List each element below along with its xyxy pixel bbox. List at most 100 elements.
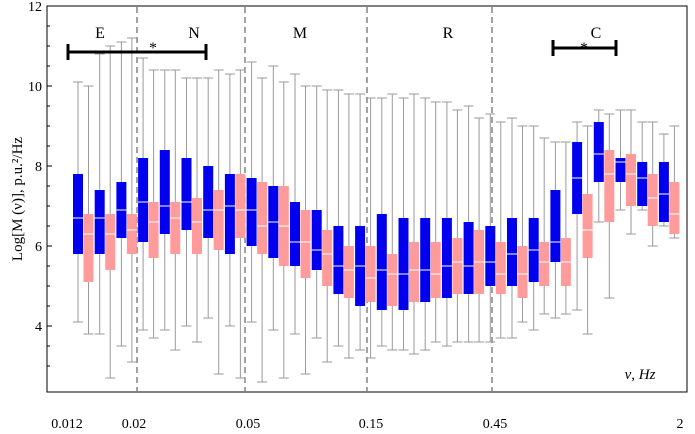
box-body bbox=[83, 214, 94, 282]
box-body bbox=[539, 242, 550, 286]
box-body bbox=[582, 194, 593, 258]
box-pink-15 bbox=[409, 93, 419, 355]
x-tick-label-015: 0.15 bbox=[359, 417, 384, 432]
box-pink-1 bbox=[105, 45, 116, 379]
box-pink-14 bbox=[387, 93, 398, 351]
box-pink-10 bbox=[300, 85, 311, 375]
box-pink-0 bbox=[83, 85, 94, 335]
box-body bbox=[452, 238, 463, 294]
box-blue-1 bbox=[94, 53, 105, 335]
box-body bbox=[257, 182, 268, 254]
box-blue-26 bbox=[637, 121, 648, 211]
box-body bbox=[495, 242, 506, 294]
box-pink-24 bbox=[604, 113, 615, 299]
box-body bbox=[138, 158, 149, 242]
box-body bbox=[192, 198, 202, 254]
box-body bbox=[126, 214, 137, 254]
box-body bbox=[507, 218, 517, 286]
box-pink-4 bbox=[170, 69, 181, 351]
x-tick-label-005: 0.05 bbox=[236, 417, 261, 432]
box-pink-16 bbox=[430, 101, 441, 343]
box-pink-20 bbox=[517, 125, 528, 323]
box-blue-0 bbox=[73, 81, 83, 323]
box-pink-25 bbox=[626, 109, 636, 235]
y-axis-ticks: 4 6 8 10 12 bbox=[28, 0, 52, 367]
box-blue-4 bbox=[159, 69, 170, 331]
box-body bbox=[300, 210, 311, 278]
y-tick-label: 6 bbox=[35, 240, 42, 255]
band-label-n: N bbox=[188, 25, 200, 42]
box-body bbox=[669, 182, 680, 234]
box-series bbox=[73, 37, 680, 383]
box-body bbox=[213, 190, 224, 250]
box-blue-27 bbox=[658, 133, 669, 227]
box-body bbox=[604, 150, 615, 222]
box-body bbox=[626, 154, 636, 206]
box-body bbox=[105, 214, 116, 270]
box-pink-6 bbox=[213, 69, 224, 375]
box-body bbox=[550, 190, 561, 262]
box-body bbox=[224, 174, 235, 254]
box-body bbox=[637, 162, 648, 206]
box-blue-13 bbox=[355, 93, 366, 351]
box-blue-23 bbox=[572, 121, 583, 311]
box-blue-8 bbox=[246, 61, 257, 323]
box-blue-10 bbox=[290, 73, 300, 335]
box-body bbox=[246, 178, 257, 246]
box-blue-7 bbox=[224, 73, 235, 327]
x-tick-label-2: 2 bbox=[677, 417, 684, 432]
box-body bbox=[430, 242, 441, 298]
x-axis-title: ν, Hz bbox=[625, 367, 656, 383]
box-blue-25 bbox=[615, 109, 626, 211]
box-blue-12 bbox=[333, 89, 344, 347]
box-body bbox=[615, 158, 626, 182]
box-body bbox=[203, 166, 214, 238]
box-blue-2 bbox=[116, 41, 127, 347]
box-body bbox=[420, 218, 431, 302]
box-blue-17 bbox=[441, 101, 452, 347]
significance-label-en: * bbox=[149, 40, 157, 57]
box-pink-27 bbox=[669, 125, 680, 239]
box-body bbox=[376, 214, 387, 310]
box-blue-24 bbox=[593, 109, 604, 223]
band-label-c: C bbox=[591, 25, 602, 42]
box-body bbox=[658, 162, 669, 222]
box-pink-21 bbox=[539, 137, 550, 315]
box-pink-2 bbox=[126, 37, 137, 363]
box-body bbox=[148, 202, 159, 258]
box-body bbox=[343, 246, 354, 298]
box-body bbox=[322, 230, 333, 286]
box-pink-22 bbox=[560, 141, 571, 315]
band-label-m: M bbox=[293, 25, 307, 42]
box-body bbox=[593, 122, 604, 182]
box-body bbox=[181, 158, 192, 230]
box-pink-12 bbox=[343, 93, 354, 359]
y-tick-label: 8 bbox=[35, 160, 42, 175]
box-body bbox=[387, 254, 398, 306]
box-blue-5 bbox=[181, 77, 192, 327]
band-label-r: R bbox=[443, 25, 454, 42]
box-blue-22 bbox=[550, 141, 561, 319]
box-pink-7 bbox=[235, 69, 246, 379]
box-pink-3 bbox=[148, 69, 159, 339]
x-tick-label-002: 0.02 bbox=[122, 417, 147, 432]
box-body bbox=[647, 174, 658, 226]
box-pink-26 bbox=[647, 121, 658, 247]
x-tick-label-0012: 0.012 bbox=[51, 417, 83, 432]
box-body bbox=[290, 202, 300, 266]
box-pink-5 bbox=[192, 77, 202, 343]
box-blue-16 bbox=[420, 97, 431, 351]
box-body bbox=[365, 246, 376, 302]
box-body bbox=[485, 226, 496, 286]
box-body bbox=[398, 218, 409, 310]
box-body bbox=[73, 174, 83, 254]
box-blue-6 bbox=[203, 77, 214, 319]
y-tick-label: 10 bbox=[28, 80, 42, 95]
box-blue-9 bbox=[268, 65, 279, 331]
box-pink-18 bbox=[474, 117, 485, 343]
box-blue-14 bbox=[376, 97, 387, 347]
significance-bar-c bbox=[551, 40, 618, 56]
significance-label-c: * bbox=[580, 40, 588, 57]
band-label-e: E bbox=[95, 25, 105, 42]
box-blue-19 bbox=[485, 113, 496, 343]
